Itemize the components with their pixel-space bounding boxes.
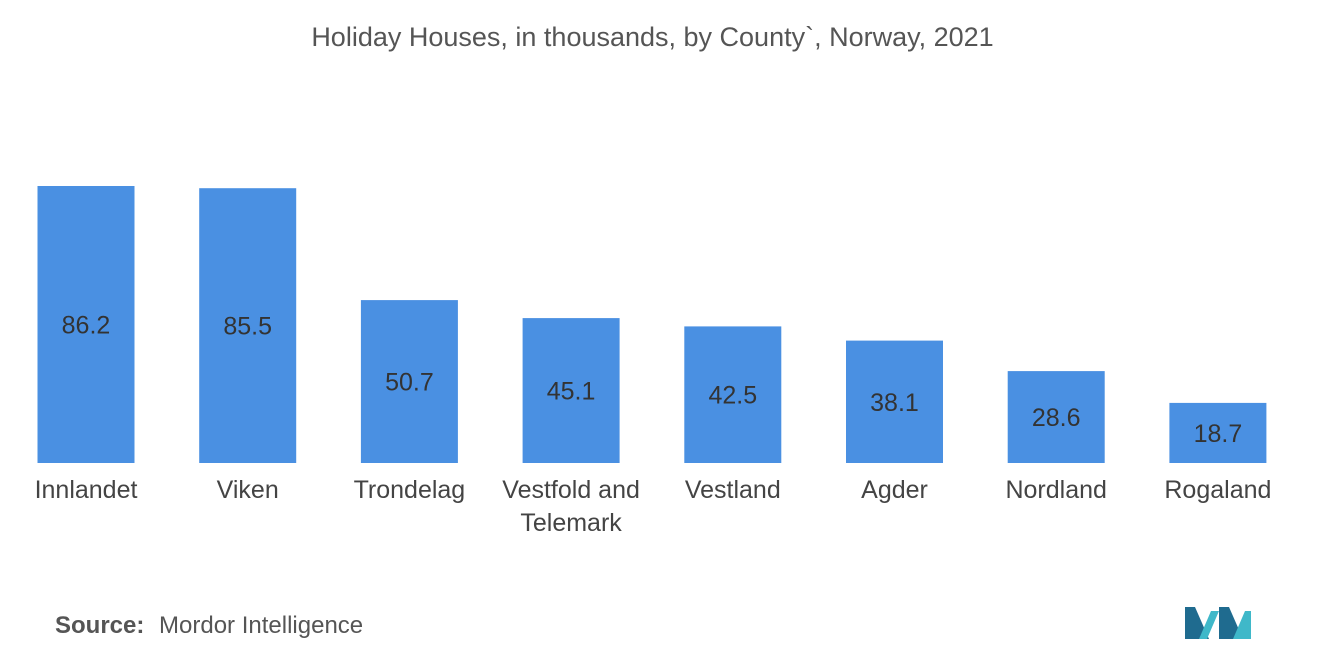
x-tick-label: Telemark [520, 509, 622, 537]
source-note: Source: Mordor Intelligence [55, 612, 363, 640]
bar-value-label: 42.5 [708, 382, 757, 410]
bar-innlandet [37, 186, 135, 463]
x-tick-label: Trondelag [354, 476, 466, 504]
bar-value-label: 28.6 [1032, 404, 1081, 432]
bar-nordland [1007, 371, 1105, 463]
bar-value-label: 38.1 [870, 389, 919, 417]
bar-value-label: 85.5 [223, 313, 272, 341]
bar-vestfold-and-telemark [522, 318, 620, 463]
bar-value-label: 45.1 [547, 378, 596, 406]
bar-value-label: 86.2 [62, 312, 111, 340]
x-tick-label: Agder [861, 476, 928, 504]
x-tick-label: Viken [217, 476, 279, 504]
source-label: Source: [55, 612, 145, 639]
x-tick-label: Rogaland [1164, 476, 1271, 504]
x-tick-label: Vestland [685, 476, 781, 504]
bar-value-label: 18.7 [1194, 420, 1243, 448]
x-tick-label: Innlandet [35, 476, 138, 504]
source-text: Mordor Intelligence [159, 612, 364, 639]
bar-viken [199, 188, 297, 463]
bar-chart: 86.2 Innlandet 85.5 Viken 50.7 Trondelag 45.1 V… [35, 186, 1271, 537]
x-tick-label: Nordland [1005, 476, 1106, 504]
bar-value-label: 50.7 [385, 369, 434, 397]
bar-trondelag [360, 300, 458, 463]
bar-agder [846, 340, 943, 463]
bar-vestland [684, 326, 782, 463]
x-tick-label: Vestfold and [502, 476, 640, 504]
bar-rogaland [1169, 402, 1267, 463]
mordor-intelligence-logo-icon [1185, 607, 1251, 639]
chart-title: Holiday Houses, in thousands, by County`… [311, 22, 994, 52]
